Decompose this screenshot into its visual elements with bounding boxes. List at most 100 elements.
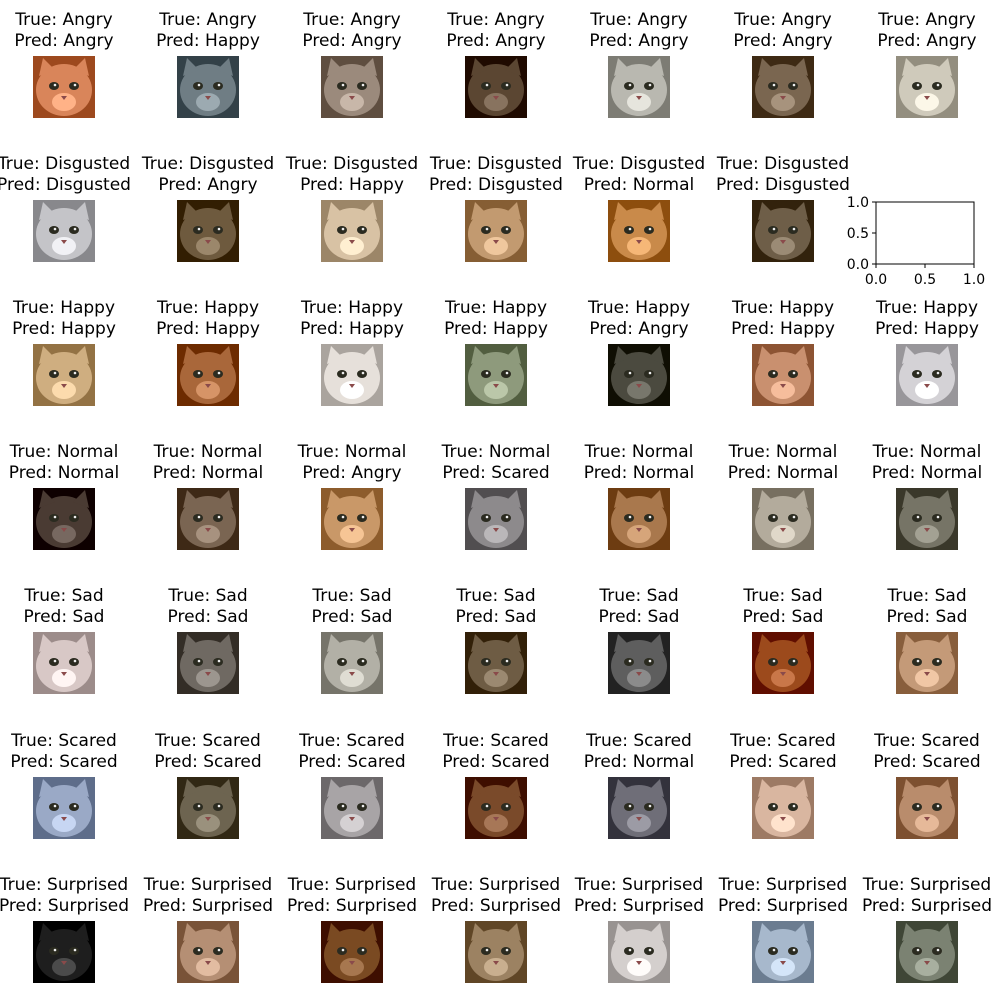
- cat-image: [465, 777, 527, 839]
- cat-image: [177, 632, 239, 694]
- grid-cell: True: Surprised Pred: Surprised: [711, 865, 855, 1005]
- grid-cell: True: Normal Pred: Normal: [136, 432, 280, 572]
- cell-title: True: Happy Pred: Happy: [280, 298, 424, 340]
- cell-title: True: Normal Pred: Normal: [855, 442, 999, 484]
- grid-cell: True: Happy Pred: Angry: [567, 288, 711, 428]
- pred-label: Pred: Normal: [152, 463, 264, 483]
- cell-title: True: Disgusted Pred: Disgusted: [711, 154, 855, 196]
- grid-cell: True: Normal Pred: Normal: [711, 432, 855, 572]
- pred-label: Pred: Angry: [158, 175, 258, 195]
- grid-cell: True: Sad Pred: Sad: [280, 576, 424, 716]
- grid-cell: True: Surprised Pred: Surprised: [855, 865, 999, 1005]
- cat-image: [896, 632, 958, 694]
- pred-label: Pred: Scared: [873, 752, 981, 772]
- cat-image: [465, 56, 527, 118]
- cat-image: [321, 921, 383, 983]
- cat-image: [608, 56, 670, 118]
- empty-axes-svg: 0.0 0.5 1.0 0.0 0.5 1.0: [847, 196, 985, 288]
- true-label: True: Normal: [584, 442, 694, 462]
- cell-title: True: Sad Pred: Sad: [136, 586, 280, 628]
- cell-title: True: Sad Pred: Sad: [424, 586, 568, 628]
- true-label: True: Happy: [587, 298, 691, 318]
- pred-label: Pred: Angry: [589, 31, 689, 51]
- cat-image: [465, 200, 527, 262]
- cat-image: [896, 344, 958, 406]
- true-label: True: Sad: [168, 586, 248, 606]
- pred-label: Pred: Sad: [23, 607, 105, 627]
- cat-image: [896, 56, 958, 118]
- true-label: True: Scared: [874, 731, 980, 751]
- pred-label: Pred: Angry: [302, 463, 402, 483]
- true-label: True: Happy: [156, 298, 260, 318]
- grid-cell: True: Happy Pred: Happy: [0, 288, 136, 428]
- cell-title: True: Sad Pred: Sad: [567, 586, 711, 628]
- cat-image: [752, 200, 814, 262]
- grid-cell: True: Sad Pred: Sad: [855, 576, 999, 716]
- true-label: True: Normal: [297, 442, 407, 462]
- cat-image: [33, 632, 95, 694]
- cat-image: [177, 56, 239, 118]
- cat-image: [608, 777, 670, 839]
- x-axis-ticks: 0.0 0.5 1.0: [865, 264, 985, 288]
- axes-frame: [875, 201, 975, 265]
- pred-label: Pred: Disgusted: [429, 175, 563, 195]
- cell-title: True: Scared Pred: Scared: [855, 731, 999, 773]
- pred-label: Pred: Surprised: [286, 896, 418, 916]
- cell-title: True: Angry Pred: Angry: [567, 10, 711, 52]
- pred-label: Pred: Scared: [442, 752, 550, 772]
- pred-label: Pred: Surprised: [717, 896, 849, 916]
- pred-label: Pred: Angry: [14, 31, 114, 51]
- grid-cell: True: Scared Pred: Scared: [424, 721, 568, 861]
- cell-title: True: Sad Pred: Sad: [0, 586, 136, 628]
- pred-label: Pred: Surprised: [861, 896, 993, 916]
- true-label: True: Angry: [303, 10, 401, 30]
- true-label: True: Scared: [11, 731, 117, 751]
- grid-cell: True: Angry Pred: Angry: [280, 0, 424, 140]
- true-label: True: Sad: [599, 586, 679, 606]
- cell-title: True: Disgusted Pred: Normal: [567, 154, 711, 196]
- cell-title: True: Happy Pred: Happy: [424, 298, 568, 340]
- grid-cell: True: Disgusted Pred: Disgusted: [0, 144, 136, 284]
- pred-label: Pred: Sad: [598, 607, 680, 627]
- cell-title: True: Surprised Pred: Surprised: [711, 875, 855, 917]
- pred-label: Pred: Normal: [583, 463, 695, 483]
- grid-cell: True: Angry Pred: Angry: [855, 0, 999, 140]
- cell-title: True: Scared Pred: Scared: [136, 731, 280, 773]
- true-label: True: Happy: [300, 298, 404, 318]
- pred-label: Pred: Happy: [300, 175, 404, 195]
- grid-cell: True: Scared Pred: Scared: [711, 721, 855, 861]
- grid-cell: True: Angry Pred: Angry: [424, 0, 568, 140]
- cell-title: True: Surprised Pred: Surprised: [855, 875, 999, 917]
- pred-label: Pred: Normal: [583, 175, 695, 195]
- true-label: True: Normal: [728, 442, 838, 462]
- cat-image: [321, 344, 383, 406]
- pred-label: Pred: Happy: [12, 319, 116, 339]
- pred-label: Pred: Happy: [156, 319, 260, 339]
- grid-cell: True: Scared Pred: Scared: [280, 721, 424, 861]
- true-label: True: Scared: [586, 731, 692, 751]
- cat-image: [321, 56, 383, 118]
- cat-image: [752, 632, 814, 694]
- true-label: True: Scared: [299, 731, 405, 751]
- pred-label: Pred: Surprised: [0, 896, 130, 916]
- true-label: True: Angry: [15, 10, 113, 30]
- pred-label: Pred: Surprised: [430, 896, 562, 916]
- grid-cell: True: Surprised Pred: Surprised: [280, 865, 424, 1005]
- pred-label: Pred: Normal: [8, 463, 120, 483]
- cat-image: [177, 200, 239, 262]
- cell-title: True: Surprised Pred: Surprised: [0, 875, 136, 917]
- pred-label: Pred: Happy: [300, 319, 404, 339]
- true-label: True: Happy: [12, 298, 116, 318]
- pred-label: Pred: Scared: [298, 752, 406, 772]
- true-label: True: Disgusted: [429, 154, 563, 174]
- cat-image: [177, 344, 239, 406]
- pred-label: Pred: Disgusted: [716, 175, 850, 195]
- grid-cell: True: Sad Pred: Sad: [567, 576, 711, 716]
- cell-title: True: Disgusted Pred: Happy: [280, 154, 424, 196]
- grid-cell: True: Angry Pred: Angry: [0, 0, 136, 140]
- true-label: True: Angry: [447, 10, 545, 30]
- cell-title: True: Normal Pred: Angry: [280, 442, 424, 484]
- cell-title: True: Normal Pred: Scared: [424, 442, 568, 484]
- cat-image: [608, 488, 670, 550]
